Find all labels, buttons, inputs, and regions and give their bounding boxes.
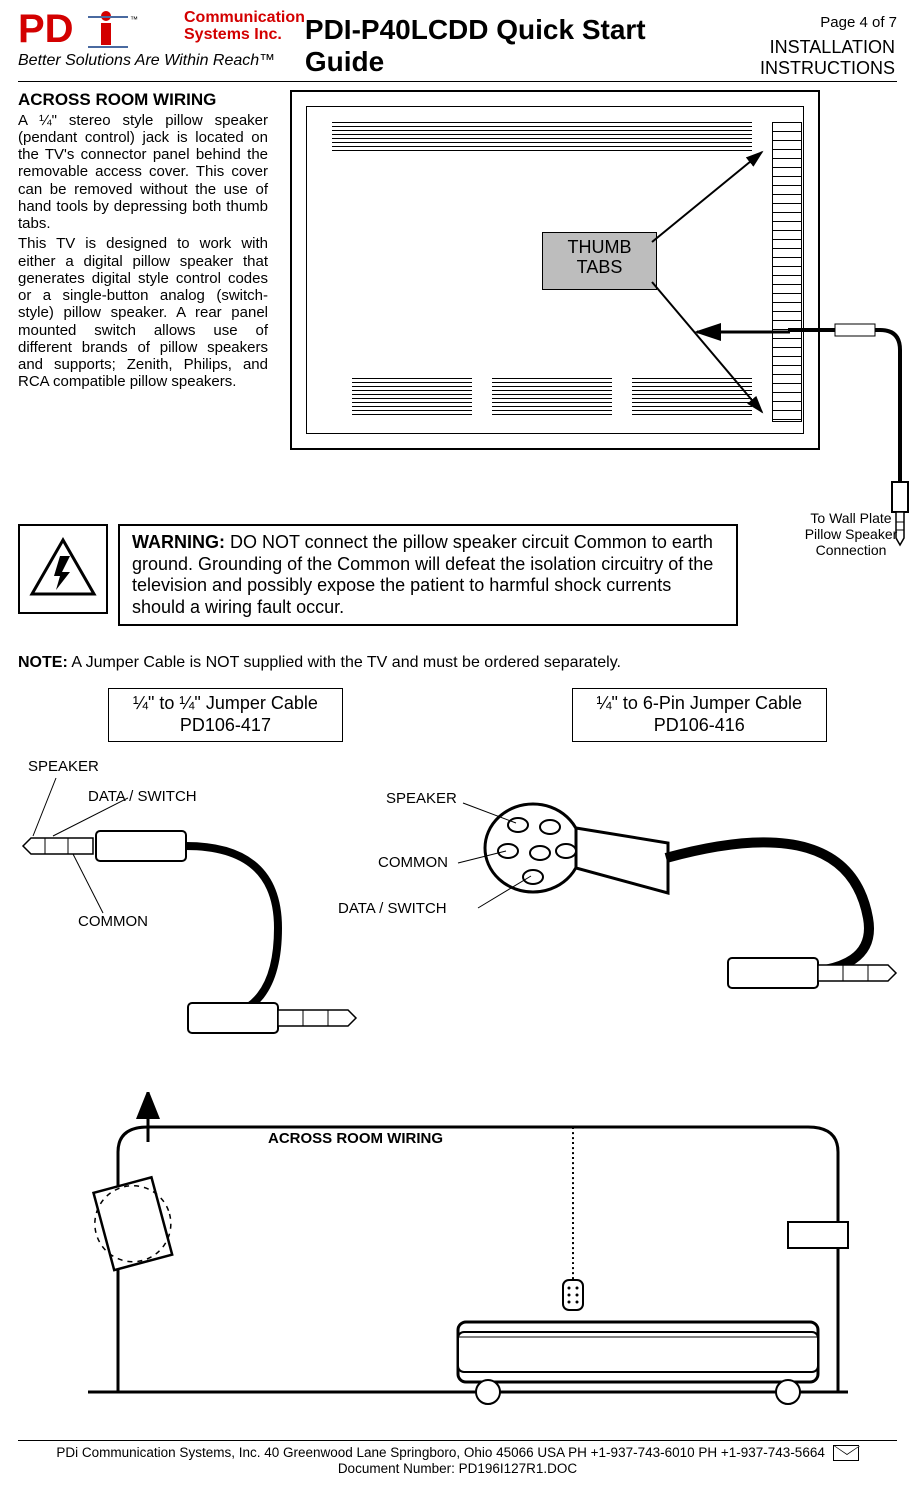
- svg-text:PD: PD: [18, 8, 74, 50]
- wall-line3: Connection: [816, 542, 887, 558]
- header-right: Page 4 of 7 INSTALLATION INSTRUCTIONS: [669, 8, 897, 79]
- tv-diagram: THUMB TABS: [280, 90, 897, 510]
- cable-box-left: ¼" to ¼" Jumper Cable PD106-417: [108, 688, 343, 741]
- label-data-switch-left: DATA / SWITCH: [88, 788, 197, 805]
- header: PD ™ Communication Systems Inc. Better S…: [18, 8, 897, 79]
- page: PD ™ Communication Systems Inc. Better S…: [0, 0, 915, 1490]
- wall-line1: To Wall Plate: [810, 510, 891, 526]
- install-instructions: INSTALLATION INSTRUCTIONS: [669, 37, 897, 79]
- page-number: Page 4 of 7: [820, 14, 897, 31]
- room-area: ACROSS ROOM WIRING: [18, 1092, 897, 1422]
- room-svg: [18, 1092, 898, 1422]
- cable-box-right: ¼" to 6-Pin Jumper Cable PD106-416: [572, 688, 828, 741]
- logo-company-line2: Systems Inc.: [184, 26, 282, 43]
- cables-area: SPEAKER DATA / SWITCH COMMON: [18, 748, 897, 1088]
- cable-row: ¼" to ¼" Jumper Cable PD106-417 ¼" to 6-…: [18, 688, 897, 741]
- footer: PDi Communication Systems, Inc. 40 Green…: [18, 1440, 897, 1479]
- logo-company-line1: Communication: [184, 9, 305, 26]
- wall-line2: Pillow Speaker: [805, 526, 898, 542]
- doc-title: PDI-P40LCDD Quick Start Guide: [305, 14, 669, 78]
- section-heading: ACROSS ROOM WIRING: [18, 90, 268, 110]
- label-speaker-left: SPEAKER: [28, 758, 99, 775]
- warning-icon: [18, 524, 108, 614]
- label-speaker-right: SPEAKER: [386, 790, 457, 807]
- para-1: A ¼" stereo style pillow speaker (pendan…: [18, 112, 268, 233]
- footer-line1: PDi Communication Systems, Inc. 40 Green…: [56, 1445, 824, 1460]
- note-text: A Jumper Cable is NOT supplied with the …: [68, 654, 621, 671]
- note: NOTE: A Jumper Cable is NOT supplied wit…: [18, 654, 897, 672]
- header-rule: [18, 81, 897, 82]
- envelope-icon: [833, 1445, 859, 1461]
- cable-left-line2: PD106-417: [180, 715, 271, 735]
- body-text: ACROSS ROOM WIRING A ¼" stereo style pil…: [18, 90, 268, 510]
- note-label: NOTE:: [18, 654, 68, 671]
- warning-label: WARNING:: [132, 532, 225, 552]
- room-title: ACROSS ROOM WIRING: [268, 1130, 443, 1147]
- label-common-right: COMMON: [378, 854, 448, 871]
- logo-row: PD ™ Communication Systems Inc.: [18, 8, 305, 50]
- tagline: Better Solutions Are Within Reach™: [18, 52, 305, 70]
- logo-company: Communication Systems Inc.: [184, 10, 305, 44]
- para-2: This TV is designed to work with either …: [18, 235, 268, 390]
- wall-plate-label: To Wall Plate Pillow Speaker Connection: [791, 510, 911, 558]
- section-row: ACROSS ROOM WIRING A ¼" stereo style pil…: [18, 90, 897, 510]
- pdi-logo-icon: PD ™: [18, 8, 178, 50]
- logo-block: PD ™ Communication Systems Inc. Better S…: [18, 8, 305, 70]
- cable-right-line1: ¼" to 6-Pin Jumper Cable: [597, 693, 803, 713]
- wall-cable: [280, 90, 915, 560]
- label-common-left: COMMON: [78, 913, 148, 930]
- label-data-switch-right: DATA / SWITCH: [338, 900, 447, 917]
- cable-right-line2: PD106-416: [654, 715, 745, 735]
- footer-line2: Document Number: PD196I127R1.DOC: [338, 1461, 577, 1476]
- cable-left-line1: ¼" to ¼" Jumper Cable: [133, 693, 318, 713]
- svg-text:™: ™: [130, 15, 138, 24]
